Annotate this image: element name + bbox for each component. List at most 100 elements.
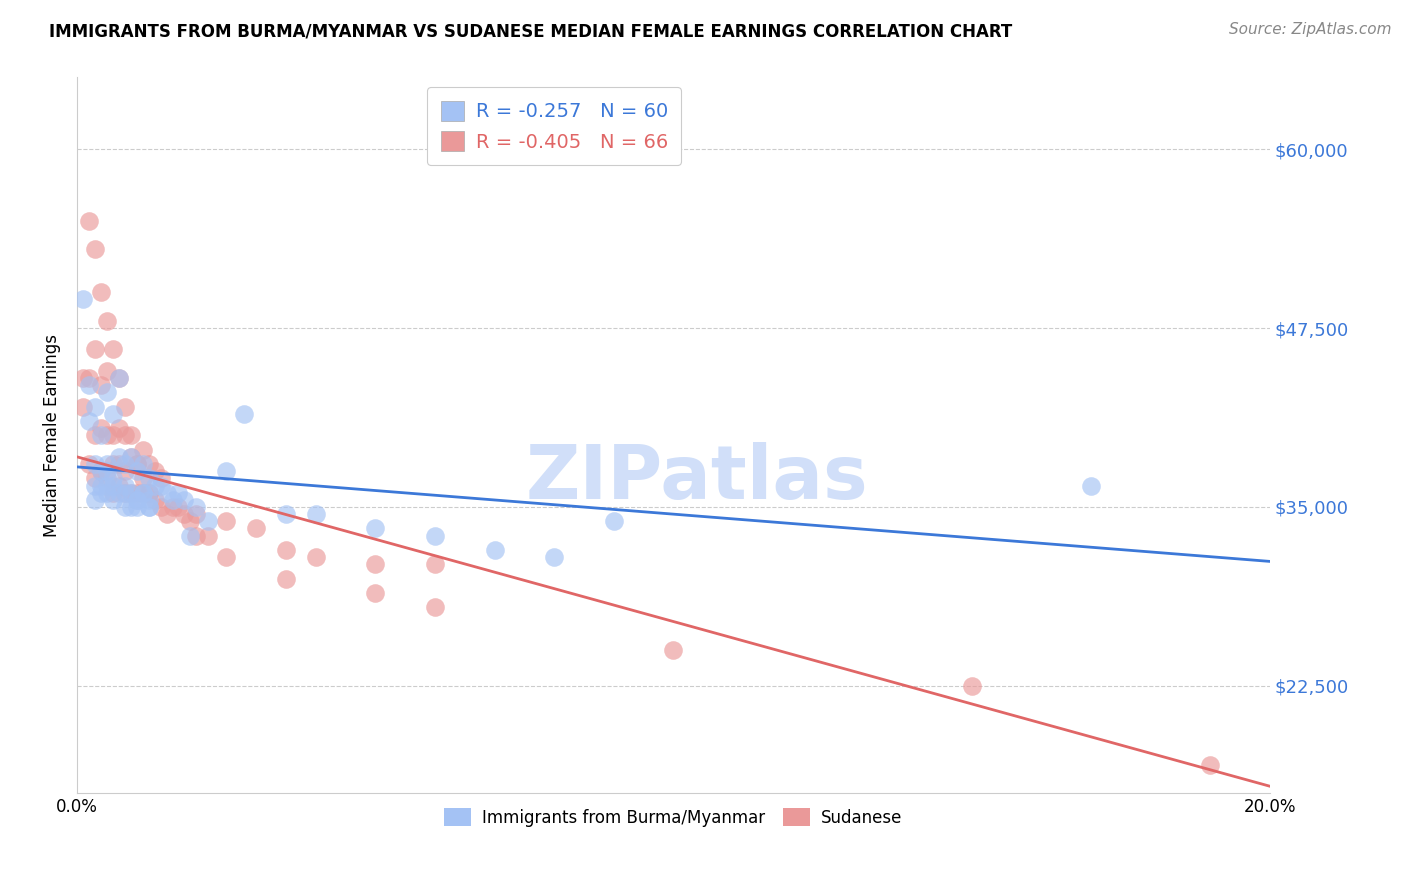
Point (167, 485, 190, 500)
Point (96, 314, 118, 328)
Point (167, 500, 190, 514)
Point (125, 457, 148, 471)
Point (143, 492, 166, 507)
Point (138, 485, 160, 500)
Point (90, 464, 112, 478)
Point (155, 485, 177, 500)
Point (179, 514, 201, 528)
Point (101, 478, 124, 492)
Point (131, 442, 153, 457)
Point (90, 428, 112, 442)
Point (1199, 757, 1222, 772)
Point (96, 485, 118, 500)
Point (149, 471, 172, 485)
Point (186, 528, 208, 542)
Point (138, 492, 160, 507)
Point (364, 586, 387, 600)
Point (114, 478, 136, 492)
Point (662, 643, 685, 657)
Point (125, 457, 148, 471)
Point (114, 400, 136, 414)
Legend: Immigrants from Burma/Myanmar, Sudanese: Immigrants from Burma/Myanmar, Sudanese (437, 801, 910, 834)
Point (84, 400, 107, 414)
Point (215, 464, 238, 478)
Point (186, 507, 208, 521)
Point (138, 485, 160, 500)
Point (131, 485, 153, 500)
Point (101, 457, 124, 471)
Point (96, 428, 118, 442)
Point (84, 343, 107, 357)
Point (84, 492, 107, 507)
Point (96, 364, 118, 378)
Point (90, 478, 112, 492)
Point (120, 485, 142, 500)
Point (101, 492, 124, 507)
Point (101, 407, 124, 421)
Point (143, 478, 166, 492)
Point (131, 471, 153, 485)
Point (1080, 478, 1102, 492)
Point (114, 464, 136, 478)
Point (84, 457, 107, 471)
Text: ZIPatlas: ZIPatlas (526, 442, 869, 515)
Point (90, 285, 112, 300)
Point (108, 485, 131, 500)
Point (108, 371, 131, 385)
Point (138, 500, 160, 514)
Point (245, 521, 267, 535)
Text: Source: ZipAtlas.com: Source: ZipAtlas.com (1229, 22, 1392, 37)
Y-axis label: Median Female Earnings: Median Female Earnings (44, 334, 60, 537)
Point (364, 521, 387, 535)
Point (215, 514, 238, 528)
Point (125, 492, 148, 507)
Point (114, 428, 136, 442)
Point (101, 343, 124, 357)
Point (162, 500, 184, 514)
Point (77, 457, 100, 471)
Point (131, 457, 153, 471)
Point (138, 457, 160, 471)
Point (131, 485, 153, 500)
Point (186, 500, 208, 514)
Point (125, 492, 148, 507)
Point (423, 528, 446, 542)
Point (603, 514, 626, 528)
Point (84, 471, 107, 485)
Point (114, 485, 136, 500)
Point (120, 428, 142, 442)
Point (120, 500, 142, 514)
Point (114, 485, 136, 500)
Point (77, 213, 100, 227)
Point (149, 478, 172, 492)
Point (90, 464, 112, 478)
Point (101, 471, 124, 485)
Point (84, 478, 107, 492)
Point (138, 500, 160, 514)
Point (304, 507, 326, 521)
Point (274, 543, 297, 558)
Point (233, 407, 256, 421)
Point (72, 400, 94, 414)
Point (90, 378, 112, 392)
Point (108, 371, 131, 385)
Point (304, 550, 326, 565)
Point (155, 507, 177, 521)
Point (484, 543, 506, 558)
Point (179, 528, 201, 542)
Point (543, 550, 565, 565)
Point (84, 242, 107, 256)
Point (120, 450, 142, 464)
Point (96, 457, 118, 471)
Point (143, 464, 166, 478)
Point (125, 464, 148, 478)
Point (90, 421, 112, 435)
Point (364, 558, 387, 572)
Point (108, 421, 131, 435)
Point (120, 450, 142, 464)
Point (197, 528, 219, 542)
Point (96, 385, 118, 400)
Point (131, 485, 153, 500)
Point (138, 471, 160, 485)
Point (423, 558, 446, 572)
